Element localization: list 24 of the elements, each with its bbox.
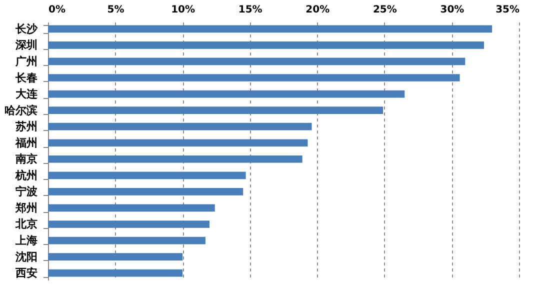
y-tick-label: 宁波	[16, 185, 38, 198]
y-tick-label: 上海	[14, 234, 38, 248]
x-tick-label: 35%	[496, 4, 520, 16]
x-tick-label: 5%	[107, 4, 124, 16]
x-tick-label: 15%	[238, 4, 262, 16]
x-tick-label: 20%	[306, 4, 330, 16]
y-tick-label: 西安	[14, 266, 38, 280]
y-tick-label: 北京	[14, 218, 38, 231]
y-tick-label: 苏州	[14, 120, 38, 134]
y-tick-label: 长沙	[14, 22, 38, 36]
x-tick-label: 25%	[372, 4, 397, 16]
y-tick-label: 长春	[14, 71, 38, 84]
y-tick-label: 大连	[16, 88, 38, 101]
y-tick-label: 郑州	[14, 201, 38, 214]
y-tick-label: 福州	[14, 136, 38, 150]
x-tick-label: 10%	[171, 4, 196, 16]
y-tick-label: 沈阳	[14, 250, 38, 264]
x-tick-label: 30%	[440, 4, 464, 16]
x-tick-label: 0%	[48, 4, 66, 16]
y-tick-label: 杭州	[14, 168, 38, 182]
y-tick-label: 哈尔滨	[4, 104, 38, 117]
y-tick-label: 广州	[14, 54, 38, 68]
y-tick-label: 南京	[14, 152, 38, 166]
y-tick-label: 深圳	[14, 38, 38, 52]
